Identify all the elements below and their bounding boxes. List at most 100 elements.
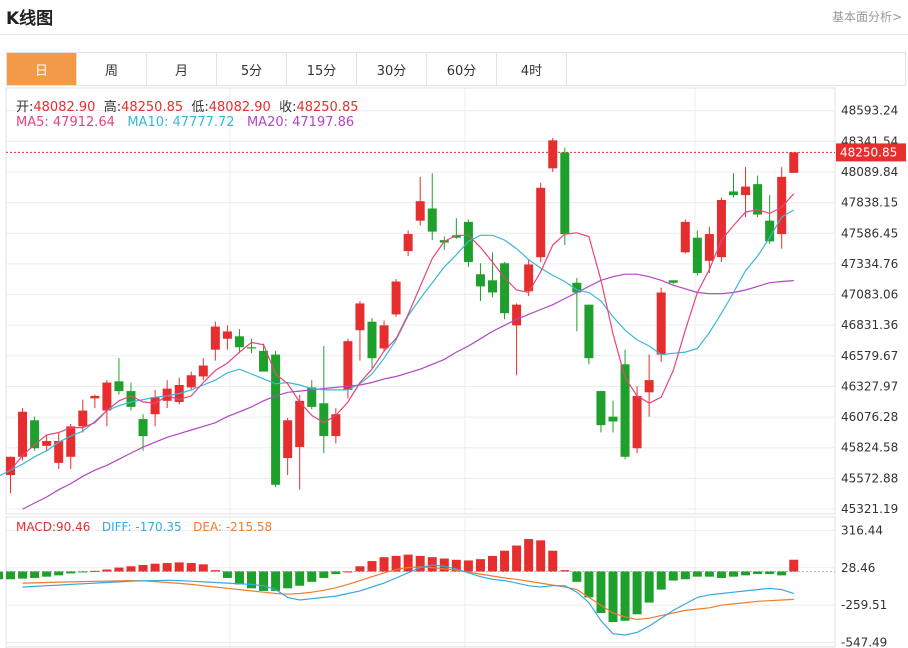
tab-15min[interactable]: 15分 [287, 53, 357, 85]
high-label: 高: [103, 100, 122, 115]
candle-body [716, 199, 726, 258]
macd-bar [66, 571, 76, 574]
candle-body [283, 420, 293, 459]
macd-bar [222, 571, 232, 578]
candle-body [138, 419, 148, 437]
macd-bar [704, 571, 714, 577]
tab-4hour[interactable]: 4时 [497, 53, 567, 85]
ma10-label: MA10: [127, 115, 169, 130]
macd-bar [488, 555, 497, 572]
candle-body [741, 186, 751, 196]
candle-body [475, 274, 485, 287]
tab-week[interactable]: 周 [77, 53, 147, 85]
macd-bar [78, 571, 88, 573]
macd-bar [512, 545, 522, 572]
candle-body [90, 395, 100, 399]
macd-bar [439, 558, 449, 572]
macd-bar [500, 550, 510, 572]
macd-bar [319, 571, 329, 578]
ma20-line [22, 273, 794, 510]
price-tick-label: 45321.19 [841, 502, 898, 516]
macd-bar [777, 571, 787, 576]
macd-bar [632, 571, 642, 615]
macd-tick-label: 316.44 [841, 523, 883, 537]
tab-60min[interactable]: 60分 [427, 53, 497, 85]
macd-bar [114, 567, 124, 572]
candle-body [656, 292, 666, 355]
candle-body [415, 201, 425, 221]
candle-body [729, 191, 738, 196]
page-title: K线图 [6, 9, 54, 29]
fundamentals-link[interactable]: 基本面分析> [831, 10, 902, 24]
candle-body [668, 280, 678, 283]
tab-day[interactable]: 日 [7, 53, 77, 85]
candle-body [150, 397, 160, 415]
ma5-value: 47912.64 [52, 115, 115, 130]
macd-bar [18, 571, 28, 579]
candle-body [379, 325, 389, 349]
tab-5min[interactable]: 5分 [217, 53, 287, 85]
candle-body [126, 391, 136, 407]
macd-bar [379, 557, 389, 572]
price-tick-label: 48089.84 [841, 165, 898, 179]
macd-bar [608, 571, 618, 623]
macd-bar [741, 571, 751, 576]
candle-body [704, 234, 714, 261]
price-tick-label: 47334.76 [841, 257, 898, 271]
candle-body [391, 281, 401, 315]
candle-body [765, 220, 775, 242]
candle-body [427, 208, 437, 232]
macd-bar [656, 571, 666, 590]
candle-body [560, 152, 570, 235]
candle-body [198, 365, 208, 377]
macd-bar [644, 571, 654, 603]
candle-body [536, 187, 546, 258]
diff-value: -170.35 [135, 520, 182, 534]
macd-bar [6, 571, 15, 580]
close-label: 收: [279, 100, 297, 115]
macd-bar [680, 571, 690, 580]
macd-tick-label: 28.46 [841, 561, 875, 575]
macd-bar [295, 571, 305, 586]
macd-bar [668, 571, 678, 581]
candle-body [596, 391, 606, 426]
macd-bar [54, 571, 64, 576]
macd-bar [415, 555, 425, 572]
price-tick-label: 46579.67 [841, 349, 898, 363]
macd-value: 90.46 [56, 520, 91, 534]
macd-bar [307, 571, 317, 582]
macd-bar [765, 571, 775, 575]
tab-month[interactable]: 月 [147, 53, 217, 85]
macd-bar [102, 569, 112, 572]
macd-bar [198, 564, 208, 572]
macd-bar [548, 550, 558, 572]
candle-body [271, 354, 281, 485]
candle-body [367, 321, 377, 359]
ma-readout: MA5: 47912.64 MA10: 47777.72 MA20: 47197… [16, 115, 354, 130]
candle-body [584, 304, 594, 359]
candle-body [30, 420, 40, 449]
candle-body [54, 440, 64, 463]
high-value: 48250.85 [121, 100, 184, 115]
ma10-value: 47777.72 [172, 115, 235, 130]
macd-bar [343, 571, 353, 573]
macd-bar [210, 570, 220, 572]
candle-body [355, 303, 365, 331]
macd-bar [367, 561, 377, 572]
candle-body [42, 440, 52, 446]
candle-body [186, 375, 196, 388]
candle-body [6, 456, 15, 476]
macd-bar [42, 571, 52, 577]
price-tick-label: 46831.36 [841, 318, 898, 332]
candle-body [102, 382, 112, 411]
macd-bar [451, 559, 461, 572]
macd-bar [524, 539, 534, 572]
price-tick-label: 47838.15 [841, 196, 898, 210]
candle-body [451, 235, 461, 238]
macd-bar [331, 571, 341, 575]
macd-bar [403, 554, 413, 572]
macd-bar [247, 571, 256, 589]
tab-30min[interactable]: 30分 [357, 53, 427, 85]
ma5-line [10, 193, 795, 471]
